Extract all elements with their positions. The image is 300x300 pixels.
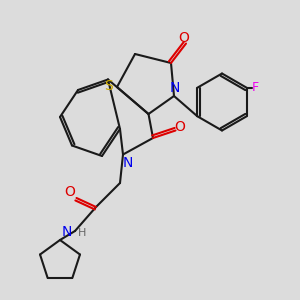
Text: O: O: [64, 185, 75, 199]
Text: H: H: [77, 227, 86, 238]
Text: F: F: [252, 81, 259, 94]
Text: N: N: [61, 226, 72, 239]
Text: N: N: [169, 81, 180, 94]
Text: O: O: [174, 120, 185, 134]
Text: N: N: [122, 156, 133, 170]
Text: O: O: [178, 32, 189, 45]
Text: S: S: [104, 79, 113, 92]
